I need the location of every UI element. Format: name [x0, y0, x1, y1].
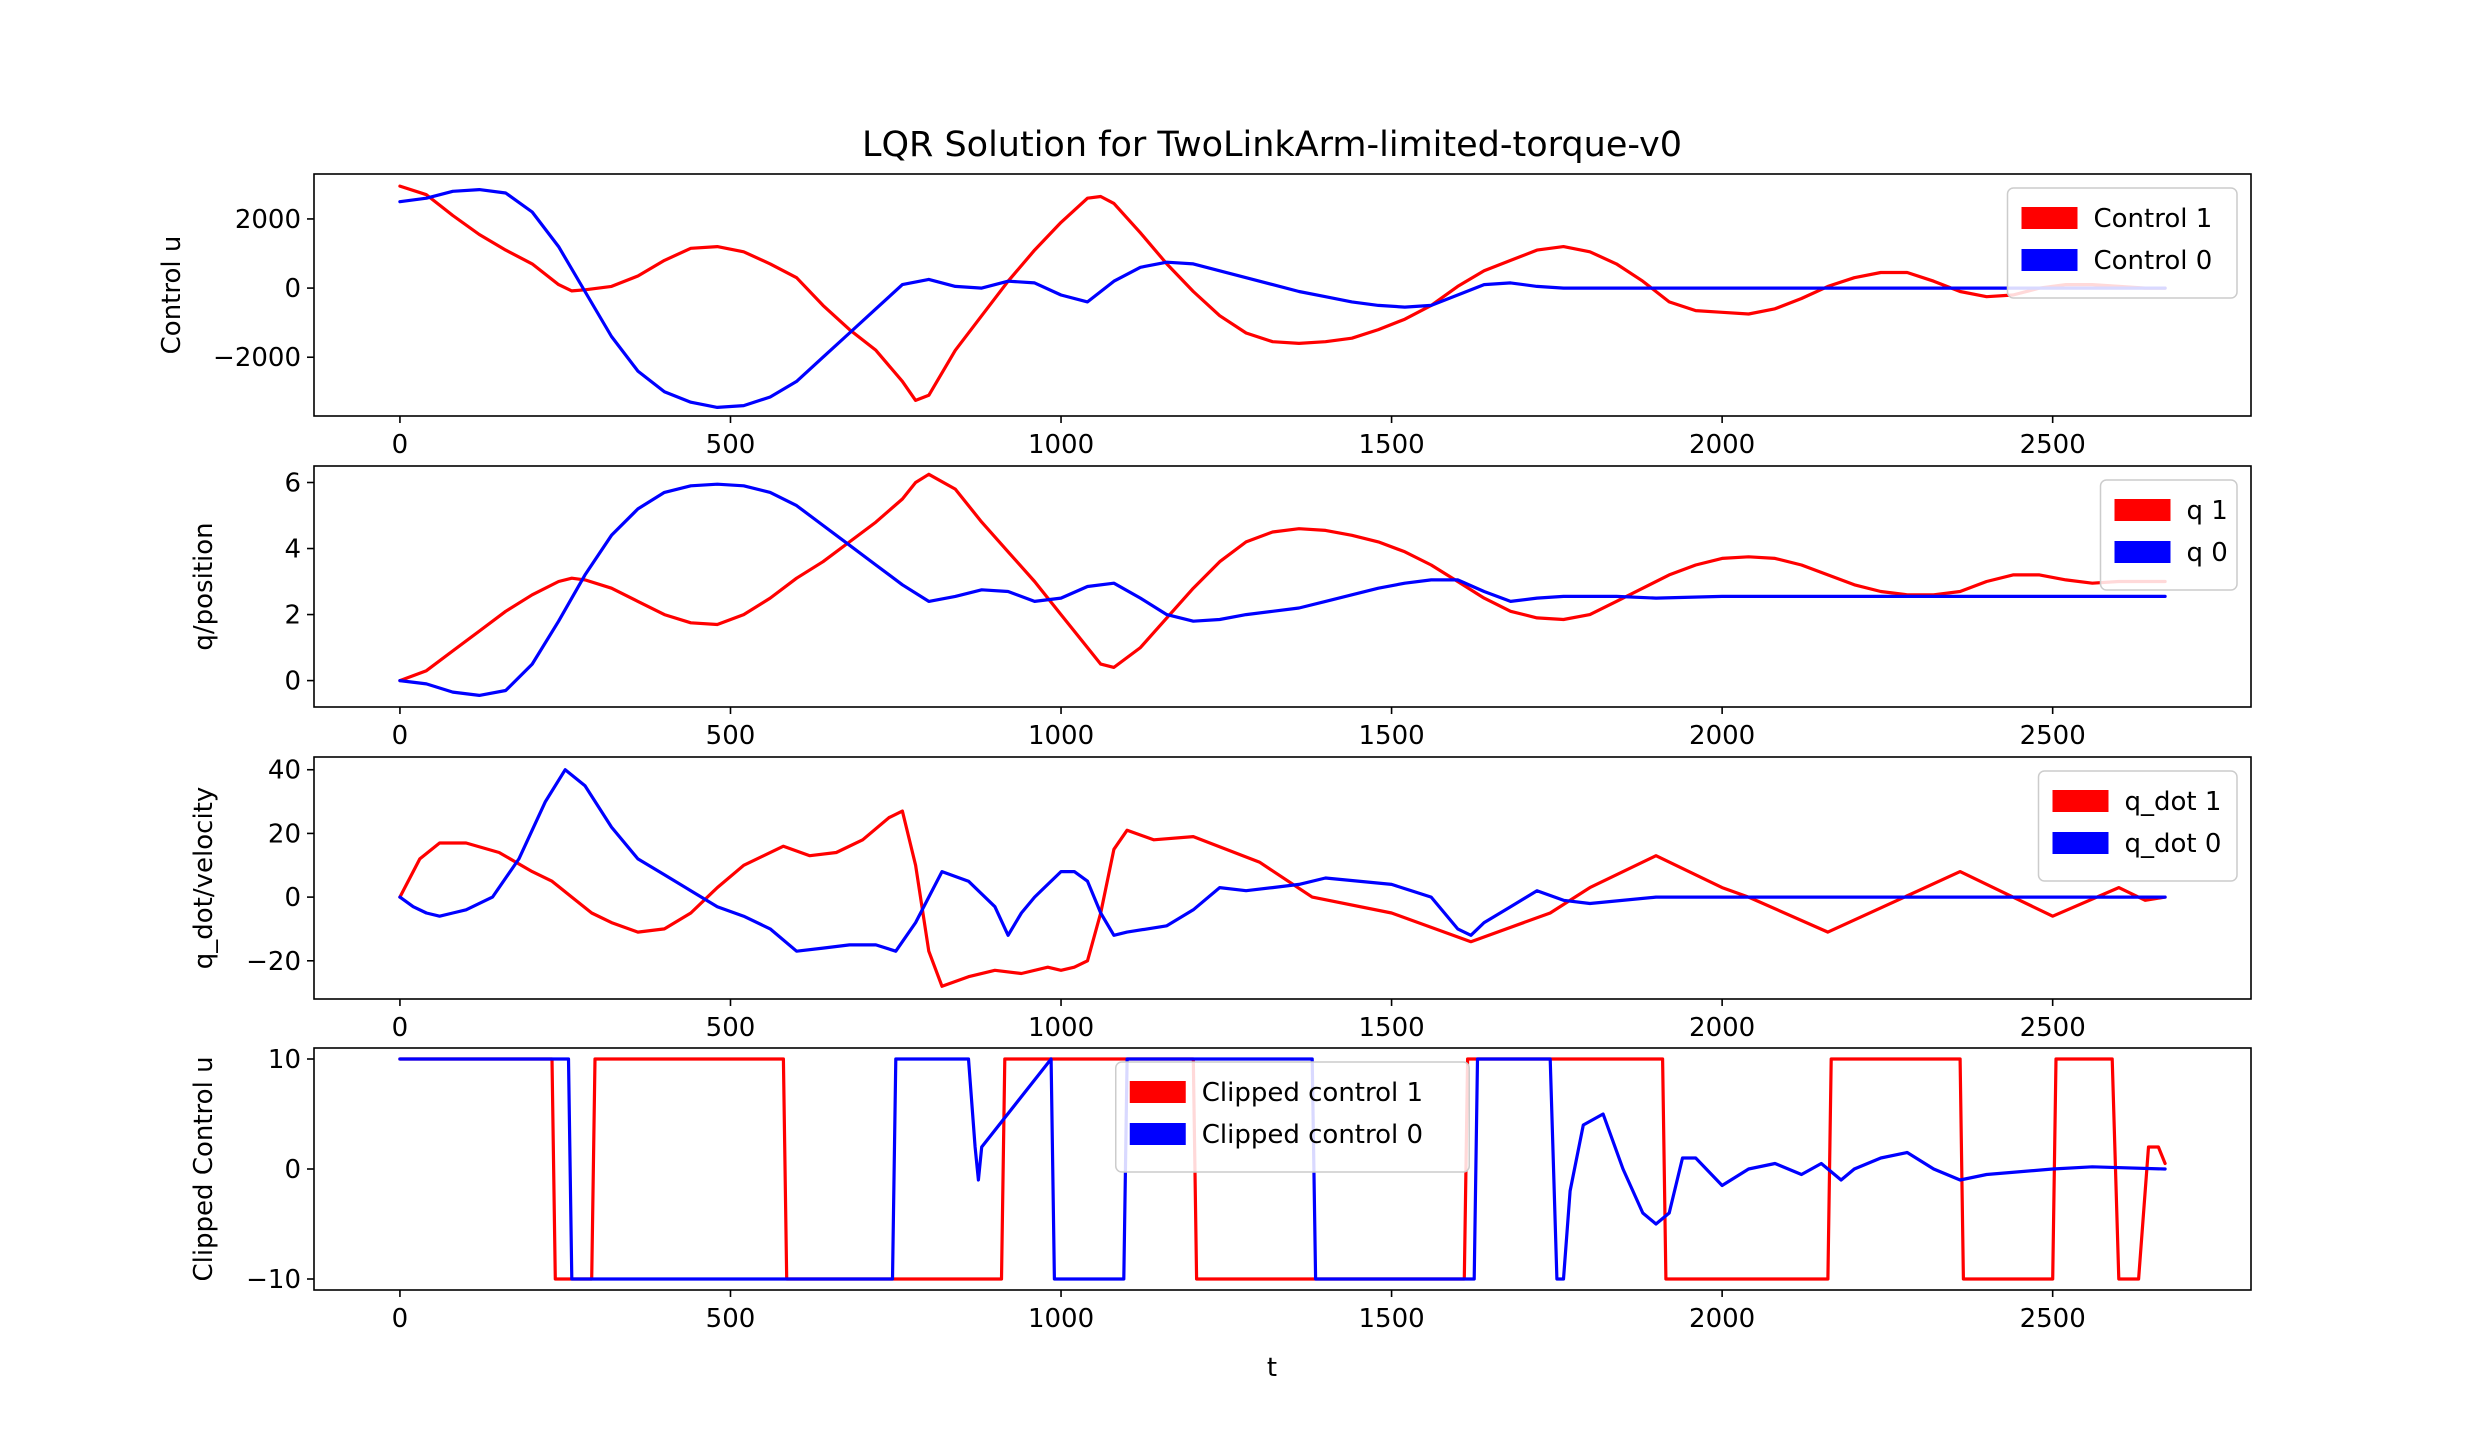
axes-frame [313, 756, 2252, 1000]
legend-swatch [2052, 832, 2109, 854]
x-tick-label: 500 [706, 430, 756, 460]
y-axis-label: Clipped Control u [189, 1056, 219, 1281]
legend: q 1q 0 [2099, 479, 2238, 591]
series-line-clipped-control-0 [398, 1057, 2167, 1281]
y-tick-label: 0 [284, 883, 301, 913]
x-tick-label: 2000 [1689, 721, 1755, 751]
figure-xlabel: t [1267, 1353, 1277, 1383]
legend-swatch [1129, 1081, 1186, 1103]
legend-label: q_dot 0 [2125, 829, 2222, 859]
y-tick-label: 4 [284, 535, 301, 565]
x-tick-label: 2000 [1689, 1304, 1755, 1334]
x-tick-label: 1000 [1028, 721, 1094, 751]
x-tick-label: 0 [392, 1304, 409, 1334]
figure-title: LQR Solution for TwoLinkArm-limited-torq… [862, 125, 1682, 165]
x-tick-label: 0 [392, 1013, 409, 1043]
legend: q_dot 1 q_dot 0 [2037, 770, 2238, 882]
legend-label: q 0 [2187, 538, 2228, 568]
x-tick-label: 500 [706, 1013, 756, 1043]
x-tick-label: 2500 [2020, 1013, 2086, 1043]
x-tick-label: 500 [706, 1304, 756, 1334]
legend-label: Control 0 [2094, 246, 2213, 276]
series-line-q-0 [398, 482, 2167, 698]
legend: Control 1 Control 0 [2006, 187, 2238, 299]
x-tick-label: 2500 [2020, 430, 2086, 460]
subplot-1: 0 500 1000 1500 2000 2500 −2000 0 2000 Control u C… [157, 173, 2252, 460]
series-line-clipped-control-1 [398, 1057, 2167, 1281]
x-tick-label: 1000 [1028, 1304, 1094, 1334]
x-tick-label: 500 [706, 721, 756, 751]
x-tick-label: 1500 [1358, 1013, 1424, 1043]
legend-box [1115, 1061, 1470, 1173]
subplot-3: 0 500 1000 1500 2000 2500 −20 0 20 40 q_dot/veloci… [189, 756, 2252, 1043]
legend-label: Control 1 [2094, 204, 2213, 234]
y-axis-label: Control u [157, 236, 187, 355]
x-tick-label: 1500 [1358, 721, 1424, 751]
y-axis-label: q_dot/velocity [189, 787, 219, 969]
y-axis-label: q/position [189, 522, 219, 650]
y-tick-label: 40 [268, 756, 301, 786]
y-tick-label: −10 [246, 1265, 301, 1295]
x-tick-label: 1000 [1028, 430, 1094, 460]
y-tick-label: 10 [268, 1045, 301, 1075]
legend-swatch [1129, 1123, 1186, 1145]
legend-label: q_dot 1 [2125, 787, 2222, 817]
legend: Clipped control 1 Clipped control 0 [1115, 1061, 1470, 1173]
y-tick-label: 20 [268, 819, 301, 849]
axes-frame [313, 173, 2252, 417]
series-line-control-1 [398, 184, 2167, 402]
x-tick-label: 1500 [1358, 1304, 1424, 1334]
legend-swatch [2052, 790, 2109, 812]
legend-label: q 1 [2187, 496, 2228, 526]
x-tick-label: 1500 [1358, 430, 1424, 460]
x-tick-label: 2000 [1689, 1013, 1755, 1043]
series-line-control-0 [398, 188, 2167, 409]
x-tick-label: 2500 [2020, 721, 2086, 751]
legend-label: Clipped control 0 [1202, 1120, 1423, 1150]
y-tick-label: 0 [284, 1155, 301, 1185]
x-tick-label: 2000 [1689, 430, 1755, 460]
series-line-q-1 [398, 472, 2167, 683]
legend-swatch [2021, 207, 2078, 229]
y-tick-label: 0 [284, 667, 301, 697]
legend-label: Clipped control 1 [1202, 1078, 1423, 1108]
series-line-q-dot-0 [398, 768, 2167, 953]
y-tick-label: 0 [284, 274, 301, 304]
x-tick-label: 0 [392, 430, 409, 460]
subplot-4: 0 500 1000 1500 2000 2500 −10 0 10 Clipped Contro… [189, 1045, 2252, 1334]
legend-swatch [2114, 541, 2171, 563]
y-tick-label: −20 [246, 947, 301, 977]
y-tick-label: 2000 [235, 205, 301, 235]
y-tick-label: 6 [284, 469, 301, 499]
y-tick-label: −2000 [213, 343, 301, 373]
x-tick-label: 0 [392, 721, 409, 751]
x-tick-label: 2500 [2020, 1304, 2086, 1334]
axes-frame [313, 465, 2252, 708]
legend-swatch [2114, 499, 2171, 521]
y-tick-label: 2 [284, 601, 301, 631]
legend-swatch [2021, 249, 2078, 271]
x-tick-label: 1000 [1028, 1013, 1094, 1043]
series-line-q-dot-1 [398, 809, 2167, 988]
